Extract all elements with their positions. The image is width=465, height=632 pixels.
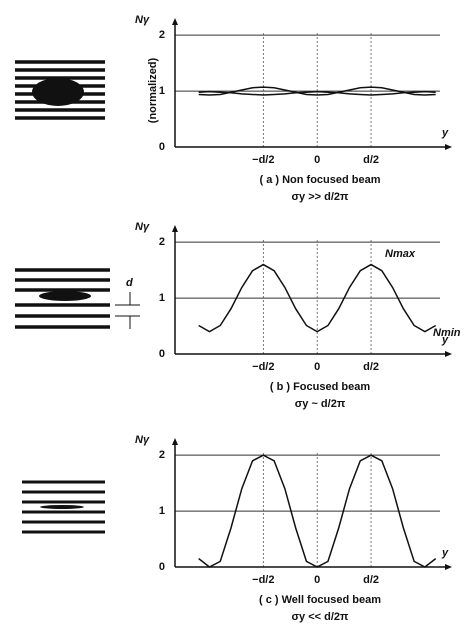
y-tick-label: 0: [159, 561, 165, 573]
series-line: [198, 263, 437, 333]
series-line: [198, 90, 436, 96]
x-axis-label: y: [441, 127, 449, 139]
x-tick-label: d/2: [363, 361, 379, 373]
y-axis-label-2: (normalized): [147, 57, 159, 123]
y-tick-label: 0: [159, 141, 165, 153]
series-line: [198, 86, 436, 96]
y-axis-label: Nγ: [135, 221, 150, 233]
x-tick-label: −d/2: [252, 574, 274, 586]
x-tick-label: −d/2: [252, 154, 274, 166]
annotation: Nmin: [433, 327, 461, 339]
chart-title: ( c ) Well focused beam: [259, 594, 381, 606]
x-arrow: [445, 144, 452, 150]
chart-subtitle: σy << d/2π: [292, 611, 349, 623]
y-tick-label: 1: [159, 505, 165, 517]
x-tick-label: d/2: [363, 574, 379, 586]
x-tick-label: 0: [314, 361, 320, 373]
y-tick-label: 0: [159, 348, 165, 360]
chart-subtitle: σy >> d/2π: [292, 191, 349, 203]
stripes-a: [15, 60, 105, 120]
x-tick-label: d/2: [363, 154, 379, 166]
x-arrow: [445, 564, 452, 570]
y-arrow: [172, 438, 178, 445]
y-tick-label: 2: [159, 236, 165, 248]
annotation: d: [126, 277, 133, 289]
stripes-b: [15, 268, 140, 329]
y-axis-label: Nγ: [135, 434, 150, 446]
x-axis-label: y: [441, 547, 449, 559]
chart-subtitle: σy ~ d/2π: [295, 398, 346, 410]
y-tick-label: 2: [159, 449, 165, 461]
y-tick-label: 2: [159, 29, 165, 41]
y-arrow: [172, 225, 178, 232]
y-axis-label: Nγ: [135, 14, 150, 26]
chart-title: ( b ) Focused beam: [270, 381, 370, 393]
y-tick-label: 1: [159, 292, 165, 304]
x-tick-label: −d/2: [252, 361, 274, 373]
chart-title: ( a ) Non focused beam: [259, 174, 380, 186]
annotation: Nmax: [385, 248, 416, 260]
x-axis-label: y: [441, 334, 449, 346]
x-arrow: [445, 351, 452, 357]
y-tick-label: 1: [159, 85, 165, 97]
series-line: [198, 454, 437, 568]
x-tick-label: 0: [314, 154, 320, 166]
y-arrow: [172, 18, 178, 25]
x-tick-label: 0: [314, 574, 320, 586]
stripes-c: [22, 480, 105, 534]
